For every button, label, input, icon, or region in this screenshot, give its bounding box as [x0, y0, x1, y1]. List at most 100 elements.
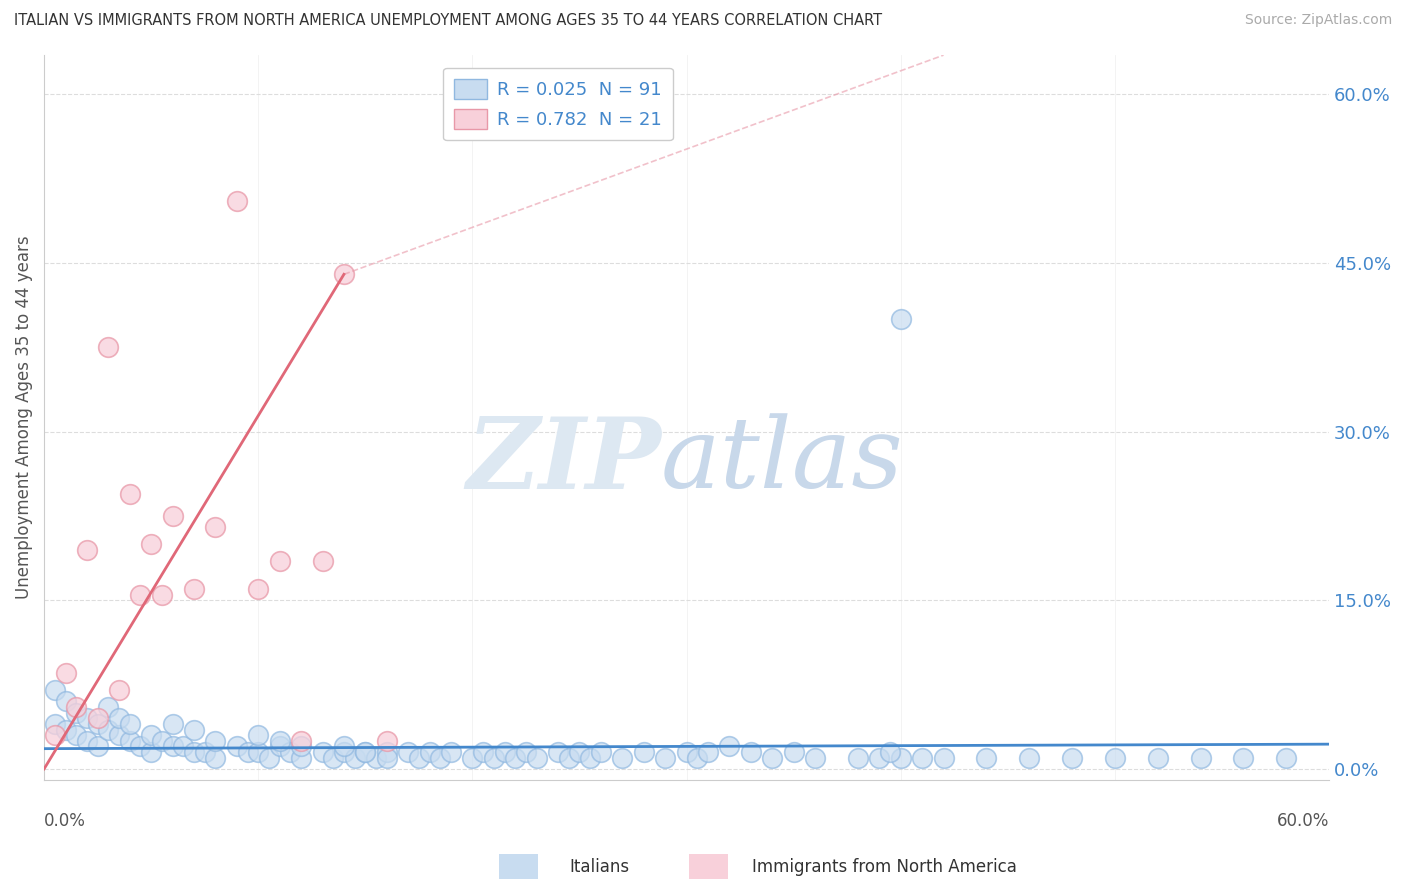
Point	[225, 194, 247, 209]
Point	[1060, 750, 1083, 764]
Point	[86, 711, 108, 725]
Point	[194, 745, 217, 759]
Point	[804, 750, 827, 764]
Point	[1189, 750, 1212, 764]
Point	[364, 750, 387, 764]
Point	[1018, 750, 1040, 764]
Point	[333, 739, 356, 754]
Point	[890, 312, 912, 326]
Point	[932, 750, 955, 764]
Point	[697, 745, 720, 759]
Point	[236, 745, 259, 759]
Point	[558, 750, 581, 764]
Point	[97, 723, 120, 737]
Point	[290, 739, 312, 754]
Point	[612, 750, 634, 764]
Point	[129, 588, 152, 602]
Point	[419, 745, 441, 759]
Point	[65, 706, 87, 720]
Point	[150, 733, 173, 747]
Point	[118, 717, 141, 731]
Point	[269, 733, 291, 747]
Point	[579, 750, 602, 764]
Text: Source: ZipAtlas.com: Source: ZipAtlas.com	[1244, 13, 1392, 28]
Point	[686, 750, 709, 764]
Point	[375, 745, 398, 759]
Point	[740, 745, 762, 759]
Point	[322, 750, 344, 764]
Point	[55, 723, 77, 737]
Point	[1104, 750, 1126, 764]
Text: Italians: Italians	[569, 858, 630, 876]
Point	[343, 750, 366, 764]
Text: ZIP: ZIP	[465, 413, 661, 509]
Point	[183, 582, 205, 596]
Point	[44, 717, 66, 731]
Point	[311, 554, 333, 568]
Point	[396, 745, 419, 759]
Point	[654, 750, 676, 764]
Point	[269, 739, 291, 754]
Point	[311, 745, 333, 759]
Point	[568, 745, 591, 759]
Point	[482, 750, 505, 764]
FancyBboxPatch shape	[489, 847, 548, 885]
Y-axis label: Unemployment Among Ages 35 to 44 years: Unemployment Among Ages 35 to 44 years	[15, 235, 32, 599]
Point	[108, 711, 131, 725]
Point	[141, 745, 163, 759]
Point	[375, 750, 398, 764]
Point	[280, 745, 302, 759]
Point	[782, 745, 804, 759]
Text: 0.0%: 0.0%	[44, 812, 86, 830]
Point	[118, 486, 141, 500]
Point	[633, 745, 655, 759]
Point	[247, 745, 270, 759]
Point	[162, 508, 184, 523]
Point	[547, 745, 569, 759]
Point	[172, 739, 194, 754]
Point	[55, 666, 77, 681]
Point	[118, 733, 141, 747]
Point	[290, 750, 312, 764]
Point	[718, 739, 741, 754]
Point	[269, 554, 291, 568]
Point	[76, 542, 98, 557]
Point	[494, 745, 516, 759]
Point	[472, 745, 495, 759]
FancyBboxPatch shape	[679, 847, 738, 885]
Point	[290, 733, 312, 747]
Point	[354, 745, 377, 759]
Point	[225, 739, 247, 754]
Point	[868, 750, 890, 764]
Point	[97, 700, 120, 714]
Point	[162, 717, 184, 731]
Text: Immigrants from North America: Immigrants from North America	[752, 858, 1017, 876]
Point	[150, 588, 173, 602]
Point	[879, 745, 901, 759]
Point	[86, 717, 108, 731]
Point	[526, 750, 548, 764]
Point	[1232, 750, 1254, 764]
Point	[354, 745, 377, 759]
Point	[204, 733, 226, 747]
Point	[76, 711, 98, 725]
Point	[1146, 750, 1168, 764]
Point	[761, 750, 783, 764]
Point	[108, 728, 131, 742]
Point	[461, 750, 484, 764]
Point	[183, 723, 205, 737]
Point	[1275, 750, 1298, 764]
Point	[55, 694, 77, 708]
Point	[76, 733, 98, 747]
Text: 60.0%: 60.0%	[1277, 812, 1329, 830]
Point	[183, 745, 205, 759]
Point	[97, 340, 120, 354]
Text: ITALIAN VS IMMIGRANTS FROM NORTH AMERICA UNEMPLOYMENT AMONG AGES 35 TO 44 YEARS : ITALIAN VS IMMIGRANTS FROM NORTH AMERICA…	[14, 13, 882, 29]
Point	[911, 750, 934, 764]
Point	[429, 750, 451, 764]
Point	[976, 750, 998, 764]
Legend: R = 0.025  N = 91, R = 0.782  N = 21: R = 0.025 N = 91, R = 0.782 N = 21	[443, 68, 673, 140]
Point	[257, 750, 280, 764]
Point	[333, 268, 356, 282]
Point	[129, 739, 152, 754]
